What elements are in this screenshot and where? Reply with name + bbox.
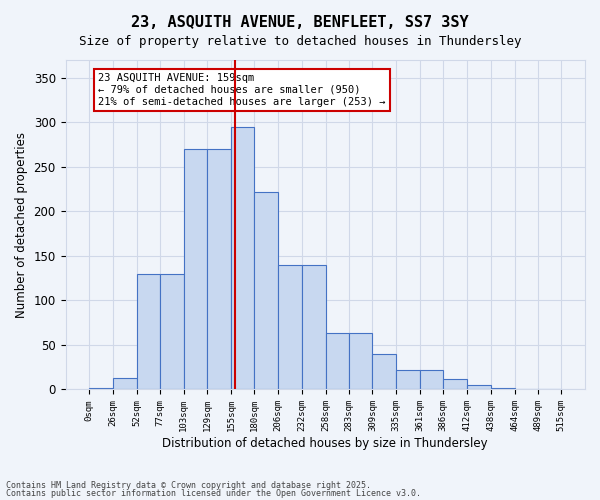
Bar: [137, 274, 160, 390]
Text: 23, ASQUITH AVENUE, BENFLEET, SS7 3SY: 23, ASQUITH AVENUE, BENFLEET, SS7 3SY: [131, 15, 469, 30]
Bar: [302, 265, 326, 390]
Bar: [254, 192, 278, 390]
Bar: [113, 378, 137, 390]
Bar: [349, 334, 373, 390]
Bar: [467, 385, 491, 390]
Bar: [538, 388, 562, 390]
Bar: [89, 388, 113, 390]
Text: Contains HM Land Registry data © Crown copyright and database right 2025.: Contains HM Land Registry data © Crown c…: [6, 481, 371, 490]
Bar: [420, 370, 443, 390]
Bar: [373, 354, 397, 390]
Bar: [160, 274, 184, 390]
X-axis label: Distribution of detached houses by size in Thundersley: Distribution of detached houses by size …: [163, 437, 488, 450]
Bar: [326, 334, 349, 390]
Y-axis label: Number of detached properties: Number of detached properties: [15, 132, 28, 318]
Bar: [443, 379, 467, 390]
Bar: [491, 388, 515, 390]
Bar: [397, 370, 420, 390]
Bar: [231, 127, 254, 390]
Text: 23 ASQUITH AVENUE: 159sqm
← 79% of detached houses are smaller (950)
21% of semi: 23 ASQUITH AVENUE: 159sqm ← 79% of detac…: [98, 74, 386, 106]
Bar: [515, 388, 538, 390]
Text: Size of property relative to detached houses in Thundersley: Size of property relative to detached ho…: [79, 35, 521, 48]
Bar: [278, 265, 302, 390]
Bar: [184, 149, 208, 390]
Text: Contains public sector information licensed under the Open Government Licence v3: Contains public sector information licen…: [6, 488, 421, 498]
Bar: [208, 149, 231, 390]
